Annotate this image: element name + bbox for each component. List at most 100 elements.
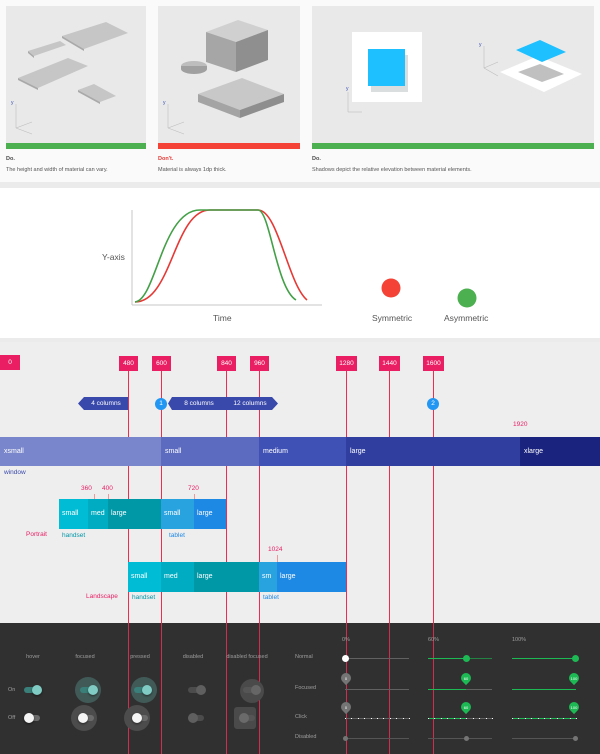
breakpoint-badge: 840 <box>217 356 236 371</box>
card-description: Material is always 1dp thick. <box>158 167 227 173</box>
slider-tick <box>440 718 442 719</box>
slider-pin-value: 0 <box>344 705 348 710</box>
slider-col-100: 100% <box>512 637 527 643</box>
section-divider <box>0 182 600 188</box>
breakpoint-line-1440 <box>389 371 390 623</box>
card-illustration: y y <box>312 6 594 143</box>
slider-normal-60-thumb[interactable] <box>463 655 470 662</box>
breakpoint-line-960 <box>259 371 260 623</box>
columns-8-chip: 8 columns <box>184 400 214 407</box>
window-large: large <box>346 437 520 466</box>
x-axis-label: Time <box>213 313 232 323</box>
slider-tick <box>524 718 526 719</box>
elevation-illustration: y y <box>346 32 582 113</box>
portrait-tablet-large: large <box>194 499 226 529</box>
axis-glyph-y: y <box>479 42 482 48</box>
slider-tick <box>531 718 533 719</box>
slider-tick <box>383 718 385 719</box>
slider-click-60-track[interactable] <box>466 718 492 719</box>
card-illustration: y <box>158 6 300 143</box>
slider-disabled-0-thumb <box>343 736 348 741</box>
asymmetric-legend-dot <box>457 288 477 308</box>
slider-pin-value: 60 <box>463 705 469 710</box>
symmetric-legend-label: Symmetric <box>372 313 413 323</box>
slider-tick <box>550 718 552 719</box>
slider-normal-60-track[interactable] <box>466 658 492 659</box>
slider-focused-100-fill <box>512 689 576 690</box>
breakpoint-line-1600 <box>433 623 434 754</box>
slider-normal-100-thumb[interactable] <box>572 655 579 662</box>
flat-sheets-illustration: y <box>11 22 128 135</box>
portrait-handset-label: handset <box>62 532 86 539</box>
slider-tick <box>544 718 545 719</box>
slider-tick <box>345 718 346 719</box>
card-illustration: y <box>6 6 146 143</box>
switch-row-on: On <box>8 687 16 693</box>
slider-normal-0-track[interactable] <box>345 658 409 659</box>
breakpoint-badge: 1600 <box>423 356 444 371</box>
slider-focused-60-fill <box>428 689 466 690</box>
breakpoint-line-1600 <box>433 371 434 623</box>
portrait-mark-720: 720 <box>188 485 199 492</box>
slider-tick <box>472 718 474 719</box>
switch-state-disabled: disabled <box>182 654 204 660</box>
slider-row-click: Click <box>295 714 307 720</box>
slider-col-0: 0% <box>342 637 350 643</box>
portrait-label: Portrait <box>26 531 47 538</box>
card-description: The height and width of material can var… <box>6 167 108 173</box>
landscape-handset-label: handset <box>132 594 156 601</box>
landscape-tablet-large: large <box>277 562 346 592</box>
thick-blocks-illustration: y <box>163 20 284 135</box>
slider-tick <box>357 718 359 719</box>
card-description: Shadows depict the relative elevation be… <box>312 167 472 173</box>
slider-click-60-fill <box>428 718 466 719</box>
window-label: window <box>4 469 26 476</box>
slider-col-60: 60% <box>428 637 440 643</box>
slider-tick <box>556 718 558 719</box>
breakpoint-line-480 <box>128 371 129 623</box>
switch-row-off: Off <box>8 715 16 721</box>
slider-tick <box>447 718 449 719</box>
slider-tick <box>409 718 410 719</box>
window-xlarge: xlarge <box>520 437 600 466</box>
slider-focused-60-track[interactable] <box>466 689 492 690</box>
window-1920-mark: 1920 <box>513 421 528 428</box>
axis-glyph-y: y <box>346 86 349 92</box>
slider-tick <box>460 718 461 719</box>
breakpoint-badge: 480 <box>119 356 138 371</box>
landscape-handset-small: small <box>128 562 161 592</box>
breakpoint-badge: 0 <box>0 355 20 370</box>
window-xsmall: xsmall <box>0 437 161 466</box>
breakpoint-badge: 1280 <box>336 356 357 371</box>
breakpoint-line-1280 <box>346 371 347 623</box>
landscape-mark-1024: 1024 <box>268 546 283 553</box>
margin-marker-2: 2 <box>427 398 439 410</box>
slider-tick <box>576 718 577 719</box>
slider-tick <box>569 718 571 719</box>
columns-12-chip: 12 columns <box>233 400 267 407</box>
slider-tick <box>364 718 366 719</box>
slider-tick <box>466 718 468 719</box>
portrait-mark-360: 360 <box>81 485 92 492</box>
landscape-label: Landscape <box>86 593 118 600</box>
slider-tick <box>518 718 520 719</box>
y-axis-label: Y-axis <box>102 252 125 262</box>
slider-tick <box>396 718 398 719</box>
breakpoint-line-480 <box>128 623 129 754</box>
slider-normal-60-fill <box>428 658 466 659</box>
portrait-tablet-label: tablet <box>169 532 185 539</box>
breakpoint-badge: 960 <box>250 356 269 371</box>
slider-tick <box>563 718 565 719</box>
slider-focused-0-track[interactable] <box>345 689 409 690</box>
slider-tick <box>485 718 487 719</box>
slider-tick <box>370 718 372 719</box>
landscape-handset-large: large <box>194 562 259 592</box>
asymmetric-curve <box>134 209 297 303</box>
breakpoint-line-600 <box>161 623 162 754</box>
landscape-tablet-label: tablet <box>263 594 279 601</box>
card-label: Do. <box>312 156 321 162</box>
slider-tick <box>537 718 539 719</box>
do-status-bar <box>312 143 594 149</box>
slider-normal-0-thumb[interactable] <box>342 655 349 662</box>
